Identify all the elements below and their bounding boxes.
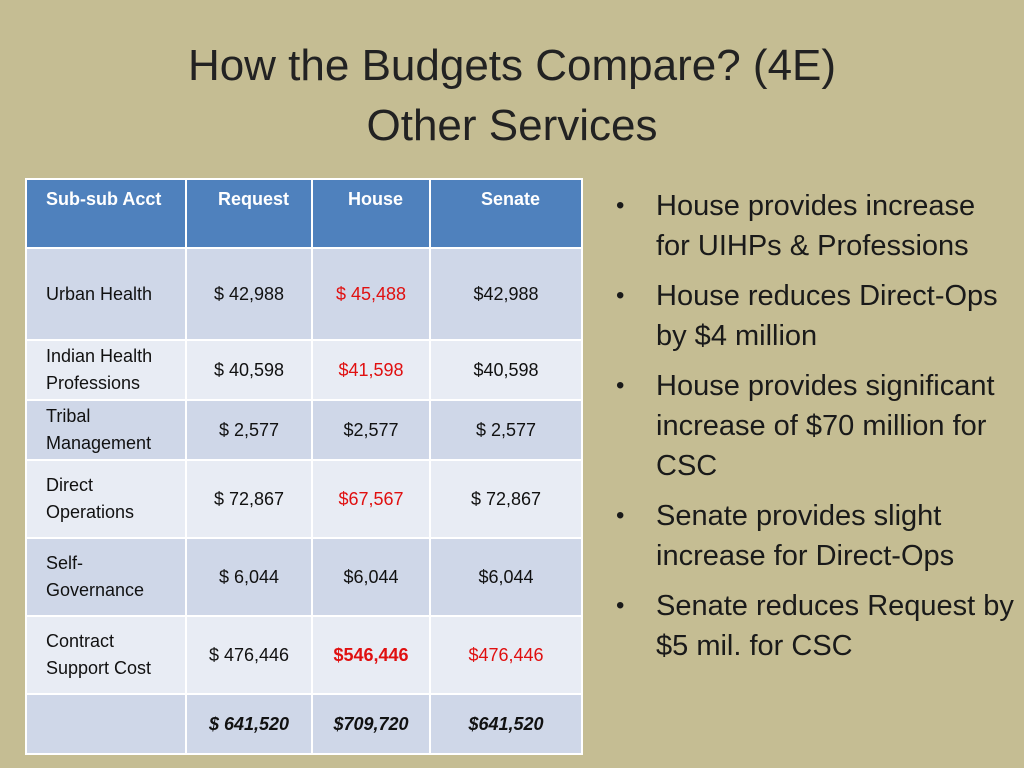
bullet-text: House reduces Direct-Ops by $4 million: [656, 280, 998, 352]
bullet-item: • House provides increase for UIHPs & Pro…: [614, 186, 1014, 266]
total-house: $709,720: [311, 693, 431, 755]
cell-house: $41,598: [311, 339, 431, 401]
cell-house: $546,446: [311, 615, 431, 695]
row-label: Urban Health: [25, 247, 187, 341]
row-label: Indian Health Professions: [25, 339, 187, 401]
totals-label: [25, 693, 187, 755]
cell-request: $ 2,577: [185, 399, 313, 461]
cell-senate: $42,988: [429, 247, 583, 341]
cell-senate: $6,044: [429, 537, 583, 617]
bullet-item: • Senate reduces Request by $5 mil. for C…: [614, 586, 1014, 666]
cell-request: $ 6,044: [185, 537, 313, 617]
bullet-dot-icon: •: [616, 592, 625, 619]
bullet-text: Senate reduces Request by $5 mil. for CS…: [656, 590, 1014, 662]
title-line-2: Other Services: [366, 101, 658, 150]
bullet-text: House provides significant increase of $…: [656, 370, 995, 482]
table-row: Indian Health Professions $ 40,598 $41,5…: [25, 339, 583, 401]
table-row: Urban Health $ 42,988 $ 45,488 $42,988: [25, 247, 583, 341]
slide-title: How the Budgets Compare? (4E) Other Serv…: [0, 36, 1024, 156]
header-senate: Senate: [429, 178, 583, 249]
bullet-dot-icon: •: [616, 372, 625, 399]
cell-senate: $40,598: [429, 339, 583, 401]
header-sub-sub-acct: Sub-sub Acct: [25, 178, 187, 249]
table-row: Contract Support Cost $ 476,446 $546,446…: [25, 615, 583, 695]
cell-senate: $476,446: [429, 615, 583, 695]
bullet-list: • House provides increase for UIHPs & Pro…: [614, 186, 1014, 676]
cell-senate: $ 2,577: [429, 399, 583, 461]
bullet-item: • Senate provides slight increase for Dir…: [614, 496, 1014, 576]
row-label: Direct Operations: [25, 459, 187, 539]
bullet-dot-icon: •: [616, 192, 625, 219]
bullet-dot-icon: •: [616, 282, 625, 309]
table-header-row: Sub-sub Acct Request House Senate: [25, 178, 583, 249]
row-label: Contract Support Cost: [25, 615, 187, 695]
cell-request: $ 42,988: [185, 247, 313, 341]
table-totals-row: $ 641,520 $709,720 $641,520: [25, 693, 583, 755]
cell-house: $6,044: [311, 537, 431, 617]
cell-senate: $ 72,867: [429, 459, 583, 539]
cell-house: $2,577: [311, 399, 431, 461]
title-line-1: How the Budgets Compare? (4E): [187, 41, 837, 90]
table-row: Direct Operations $ 72,867 $67,567 $ 72,…: [25, 459, 583, 539]
header-house: House: [311, 178, 431, 249]
bullet-text: House provides increase for UIHPs & Prof…: [656, 190, 976, 262]
bullet-item: • House provides significant increase of …: [614, 366, 1014, 486]
cell-request: $ 476,446: [185, 615, 313, 695]
bullet-item: • House reduces Direct-Ops by $4 million: [614, 276, 1014, 356]
bullet-dot-icon: •: [616, 502, 625, 529]
row-label: Tribal Management: [25, 399, 187, 461]
total-request: $ 641,520: [185, 693, 313, 755]
cell-request: $ 40,598: [185, 339, 313, 401]
table-row: Self-Governance $ 6,044 $6,044 $6,044: [25, 537, 583, 617]
budget-table: Sub-sub Acct Request House Senate Urban …: [25, 178, 583, 755]
row-label: Self-Governance: [25, 537, 187, 617]
cell-house: $67,567: [311, 459, 431, 539]
total-senate: $641,520: [429, 693, 583, 755]
table-row: Tribal Management $ 2,577 $2,577 $ 2,577: [25, 399, 583, 461]
cell-house: $ 45,488: [311, 247, 431, 341]
header-request: Request: [185, 178, 313, 249]
cell-request: $ 72,867: [185, 459, 313, 539]
bullet-text: Senate provides slight increase for Dire…: [656, 500, 955, 572]
